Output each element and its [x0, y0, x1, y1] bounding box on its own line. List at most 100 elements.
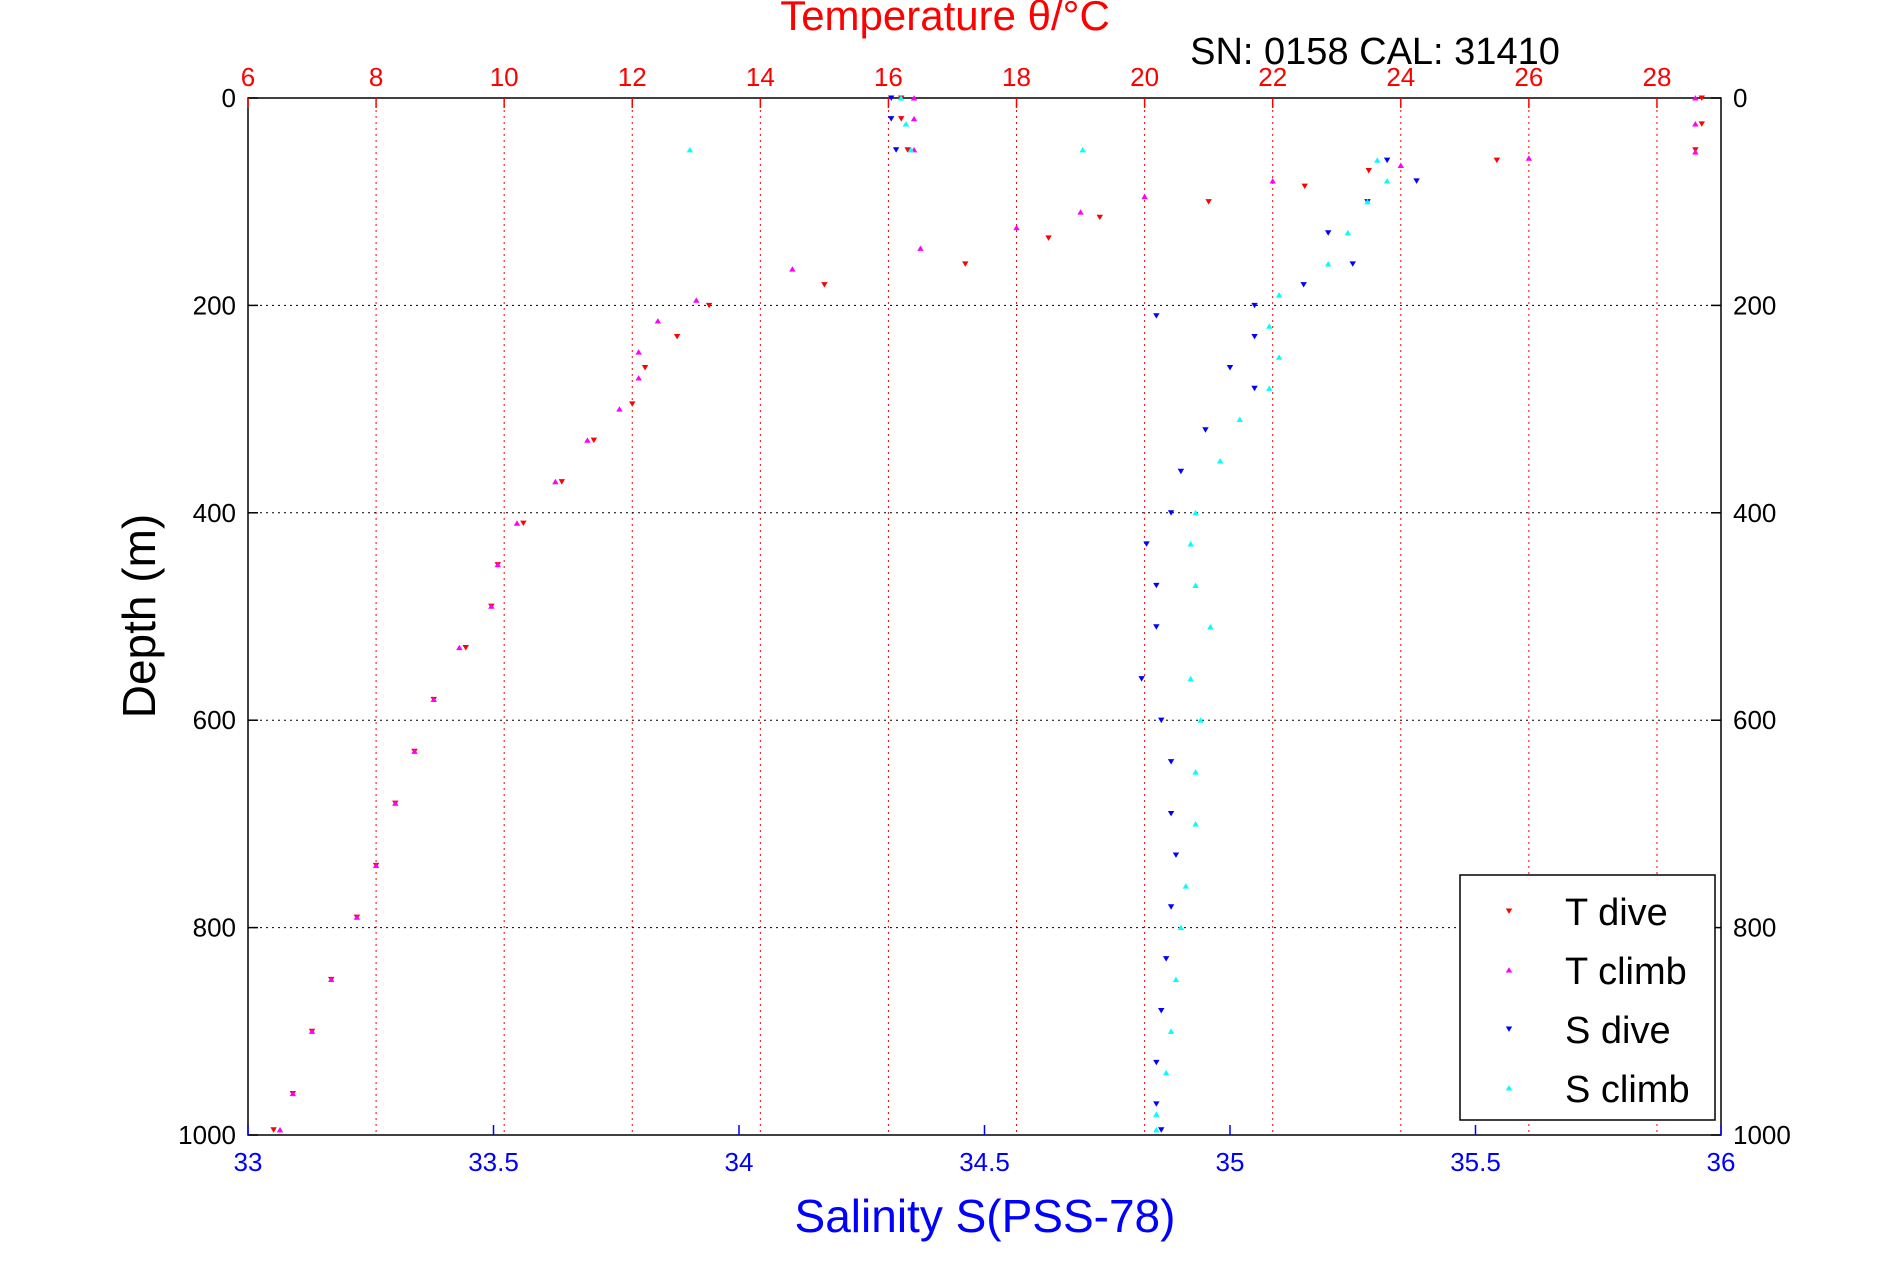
data-points: [270, 95, 1705, 1133]
data-point: [1172, 852, 1180, 858]
data-point: [1374, 157, 1381, 163]
data-point: [888, 95, 895, 101]
temperature-tick-label: 22: [1258, 62, 1287, 92]
legend-marker: [1505, 1026, 1513, 1032]
data-point: [1197, 717, 1204, 723]
data-point: [353, 914, 361, 920]
data-point: [308, 1028, 316, 1034]
legend-label: S climb: [1565, 1069, 1690, 1111]
data-point: [693, 297, 700, 303]
data-point: [1162, 1069, 1170, 1076]
data-point: [1226, 365, 1234, 371]
legend-label: T dive: [1565, 892, 1668, 934]
data-point: [1096, 214, 1103, 221]
data-point: [1153, 582, 1160, 589]
data-point: [1192, 769, 1199, 775]
data-point: [910, 95, 918, 101]
data-point: [1153, 1111, 1160, 1117]
data-point: [590, 437, 598, 444]
data-point: [552, 478, 559, 485]
data-point: [1158, 1008, 1165, 1014]
data-point: [789, 266, 796, 272]
salinity-tick-label: 35.5: [1450, 1147, 1501, 1177]
legend-label: T climb: [1565, 951, 1687, 993]
data-point: [456, 644, 463, 651]
data-point: [1013, 224, 1020, 231]
data-point: [1344, 229, 1352, 236]
axes: 0 0 200 200 400 400 600 600 800 800 1000 1000 6 8 10 12…: [178, 62, 1791, 1177]
data-point: [1266, 385, 1273, 391]
y-axis-label: Depth (m): [113, 514, 165, 718]
data-point: [1167, 904, 1175, 910]
data-point: [641, 365, 649, 371]
temperature-tick-label: 10: [490, 62, 519, 92]
data-point: [1141, 193, 1148, 200]
y-tick-label-left: 600: [193, 705, 236, 735]
temperature-tick-label: 26: [1514, 62, 1543, 92]
y-tick-label-left: 0: [222, 83, 236, 113]
data-point: [1301, 183, 1308, 190]
y-tick-label-right: 1000: [1733, 1120, 1791, 1150]
data-point: [430, 696, 437, 703]
data-point: [1202, 427, 1209, 433]
data-point: [907, 146, 915, 153]
data-point: [1397, 162, 1404, 168]
data-point: [1177, 924, 1185, 931]
temperature-tick-label: 16: [874, 62, 903, 92]
data-point: [904, 147, 911, 153]
data-point: [1275, 292, 1283, 298]
y-tick-label-right: 600: [1733, 705, 1776, 735]
y-tick-label-left: 400: [193, 498, 236, 528]
data-point: [1182, 883, 1190, 889]
temperature-tick-label: 18: [1002, 62, 1031, 92]
data-point: [1251, 302, 1258, 309]
chart-subtitle: SN: 0158 CAL: 31410: [1190, 31, 1560, 73]
data-point: [1172, 976, 1180, 983]
data-point: [1158, 1127, 1165, 1133]
data-point: [917, 245, 924, 251]
data-point: [411, 748, 418, 754]
data-point: [558, 479, 566, 485]
y-tick-label-left: 800: [193, 913, 236, 943]
salinity-tick-label: 34.5: [959, 1147, 1010, 1177]
data-point: [1525, 155, 1533, 161]
legend-marker: [1505, 967, 1513, 973]
y-tick-label-left: 200: [193, 290, 236, 320]
legend-label: S dive: [1565, 1010, 1671, 1052]
data-point: [1413, 178, 1420, 184]
data-point: [1192, 582, 1199, 588]
y-tick-label-right: 400: [1733, 498, 1776, 528]
data-point: [1269, 178, 1276, 184]
data-point: [1077, 209, 1084, 215]
data-point: [1365, 168, 1372, 174]
y-tick-label-right: 200: [1733, 290, 1776, 320]
salinity-tick-label: 35: [1216, 1147, 1245, 1177]
data-point: [513, 520, 521, 526]
data-point: [1275, 354, 1283, 360]
data-point: [1493, 157, 1501, 164]
data-point: [1692, 121, 1699, 127]
data-point: [1192, 821, 1199, 827]
data-point: [1364, 198, 1371, 205]
legend: T dive T climb S dive S climb: [1459, 874, 1716, 1121]
legend-marker: [1505, 908, 1513, 914]
data-point: [392, 800, 399, 806]
data-point: [1167, 810, 1175, 817]
data-point: [328, 976, 335, 983]
temperature-tick-label: 28: [1642, 62, 1671, 92]
data-point: [1167, 1028, 1175, 1034]
data-point: [1216, 458, 1224, 464]
data-point: [1325, 261, 1332, 267]
data-point: [1167, 759, 1175, 765]
data-point: [1300, 282, 1307, 288]
temperature-tick-label: 14: [746, 62, 775, 92]
data-point: [910, 115, 918, 122]
data-point: [1177, 468, 1185, 475]
data-point: [488, 603, 495, 609]
data-point: [494, 561, 501, 568]
temperature-tick-label: 8: [369, 62, 383, 92]
data-point: [1045, 235, 1052, 241]
data-point: [892, 147, 900, 153]
data-point: [897, 95, 905, 101]
